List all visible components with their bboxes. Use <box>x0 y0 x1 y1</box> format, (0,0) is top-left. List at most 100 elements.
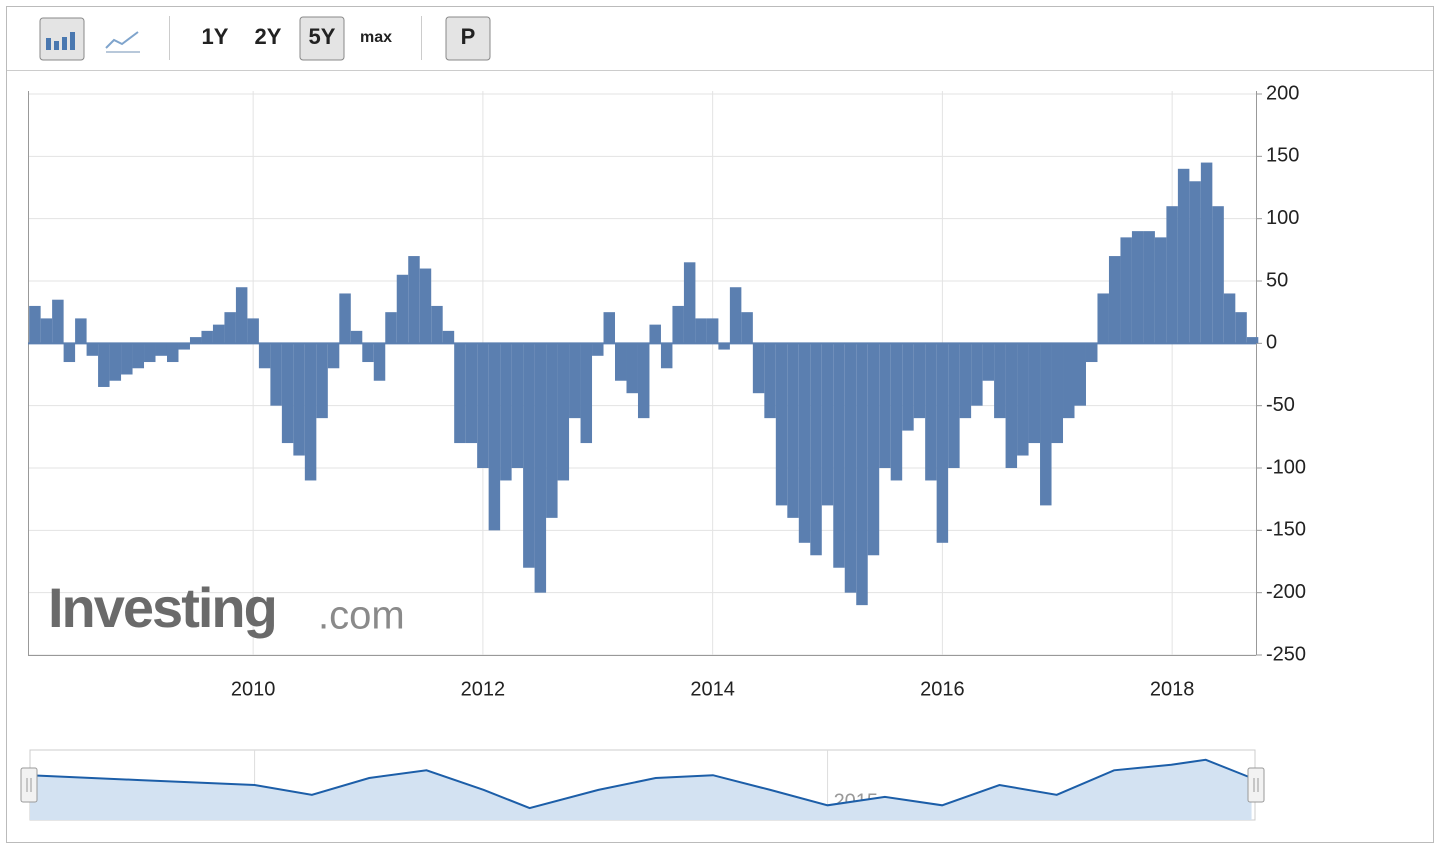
watermark-brand: Investing <box>48 576 276 639</box>
bar <box>1223 293 1236 344</box>
bar <box>1085 343 1098 363</box>
main-chart: 2010 2012 2014 2016 2018 200 150 100 50 0 -50 -100 -… <box>28 82 1306 700</box>
bar <box>212 324 225 344</box>
line-chart-button[interactable] <box>105 31 140 53</box>
bar <box>29 305 41 344</box>
bar <box>959 343 972 419</box>
bar <box>718 343 730 350</box>
bar <box>132 343 145 369</box>
bar <box>121 343 133 375</box>
bar <box>63 343 76 363</box>
bar <box>1166 206 1178 344</box>
bar <box>40 318 53 344</box>
bar <box>580 343 593 444</box>
bar <box>500 343 512 481</box>
bar <box>442 330 455 344</box>
p-button[interactable]: P <box>461 24 476 49</box>
bar <box>603 312 616 344</box>
bar <box>948 343 960 468</box>
bar <box>258 343 271 369</box>
bar <box>477 343 489 468</box>
bar <box>752 343 765 394</box>
bar <box>902 343 914 431</box>
navigator-handle[interactable] <box>1247 767 1265 803</box>
watermark: Investing .com <box>48 576 405 639</box>
bar <box>155 343 167 356</box>
bar <box>109 343 122 381</box>
bar <box>350 330 363 344</box>
bar <box>465 343 478 444</box>
bar <box>189 337 202 344</box>
bar <box>741 312 753 344</box>
bar <box>293 343 305 456</box>
bar <box>431 305 443 344</box>
x-tick-label: 2016 <box>920 678 965 700</box>
bar <box>1143 231 1155 344</box>
bar <box>913 343 926 419</box>
bar <box>798 343 811 543</box>
bar <box>488 343 501 531</box>
bar <box>523 343 535 568</box>
bar <box>821 343 834 506</box>
y-tick-label: 200 <box>1266 82 1299 104</box>
bar <box>833 343 845 568</box>
bar <box>362 343 374 363</box>
bar <box>615 343 627 381</box>
bar <box>1040 343 1052 506</box>
bar-chart-button[interactable] <box>39 17 85 61</box>
bar <box>649 324 661 344</box>
range-button[interactable]: max <box>360 29 392 46</box>
bar <box>419 268 432 344</box>
bar <box>247 318 259 344</box>
bar <box>971 343 983 406</box>
y-tick-label: 150 <box>1266 145 1299 167</box>
bar <box>1131 231 1144 344</box>
bar <box>1051 343 1064 444</box>
navigator-area <box>30 759 1252 820</box>
bar <box>1074 343 1086 406</box>
bar <box>75 318 87 344</box>
bar <box>706 318 719 344</box>
y-tick-label: -250 <box>1266 643 1306 665</box>
bar <box>1235 312 1247 344</box>
bar <box>396 274 409 344</box>
bar <box>637 343 650 419</box>
y-tick-label: -200 <box>1266 581 1306 603</box>
range-button[interactable]: 2Y <box>255 24 282 49</box>
bar <box>327 343 340 369</box>
bar <box>178 343 190 350</box>
bar <box>592 343 604 356</box>
x-tick-label: 2018 <box>1150 678 1195 700</box>
navigator-line <box>29 758 1252 810</box>
bar <box>52 299 64 344</box>
x-tick-label: 2010 <box>231 678 276 700</box>
range-button[interactable]: 1Y <box>202 24 229 49</box>
bar <box>775 343 788 506</box>
x-tick-label: 2014 <box>690 678 735 700</box>
bar <box>695 318 707 344</box>
bar <box>316 343 328 419</box>
bar <box>1017 343 1029 456</box>
bar <box>890 343 903 481</box>
bar <box>454 343 466 444</box>
bar <box>1097 293 1109 344</box>
range-button[interactable]: 5Y <box>309 24 336 49</box>
bar <box>729 287 742 344</box>
bar <box>982 343 995 381</box>
bar <box>373 343 386 381</box>
bar <box>86 343 99 356</box>
p-button-bg <box>445 16 491 61</box>
y-tick-label: 100 <box>1266 207 1299 229</box>
bar <box>1154 237 1167 344</box>
navigator-handle[interactable] <box>20 767 38 803</box>
bar <box>1189 181 1201 344</box>
bar <box>1120 237 1132 344</box>
active-range-bg <box>299 16 345 61</box>
bar <box>994 343 1006 419</box>
y-tick-label: 50 <box>1266 269 1288 291</box>
bar <box>1063 343 1075 419</box>
bar <box>385 312 397 344</box>
bar <box>683 262 696 344</box>
bar <box>144 343 156 363</box>
